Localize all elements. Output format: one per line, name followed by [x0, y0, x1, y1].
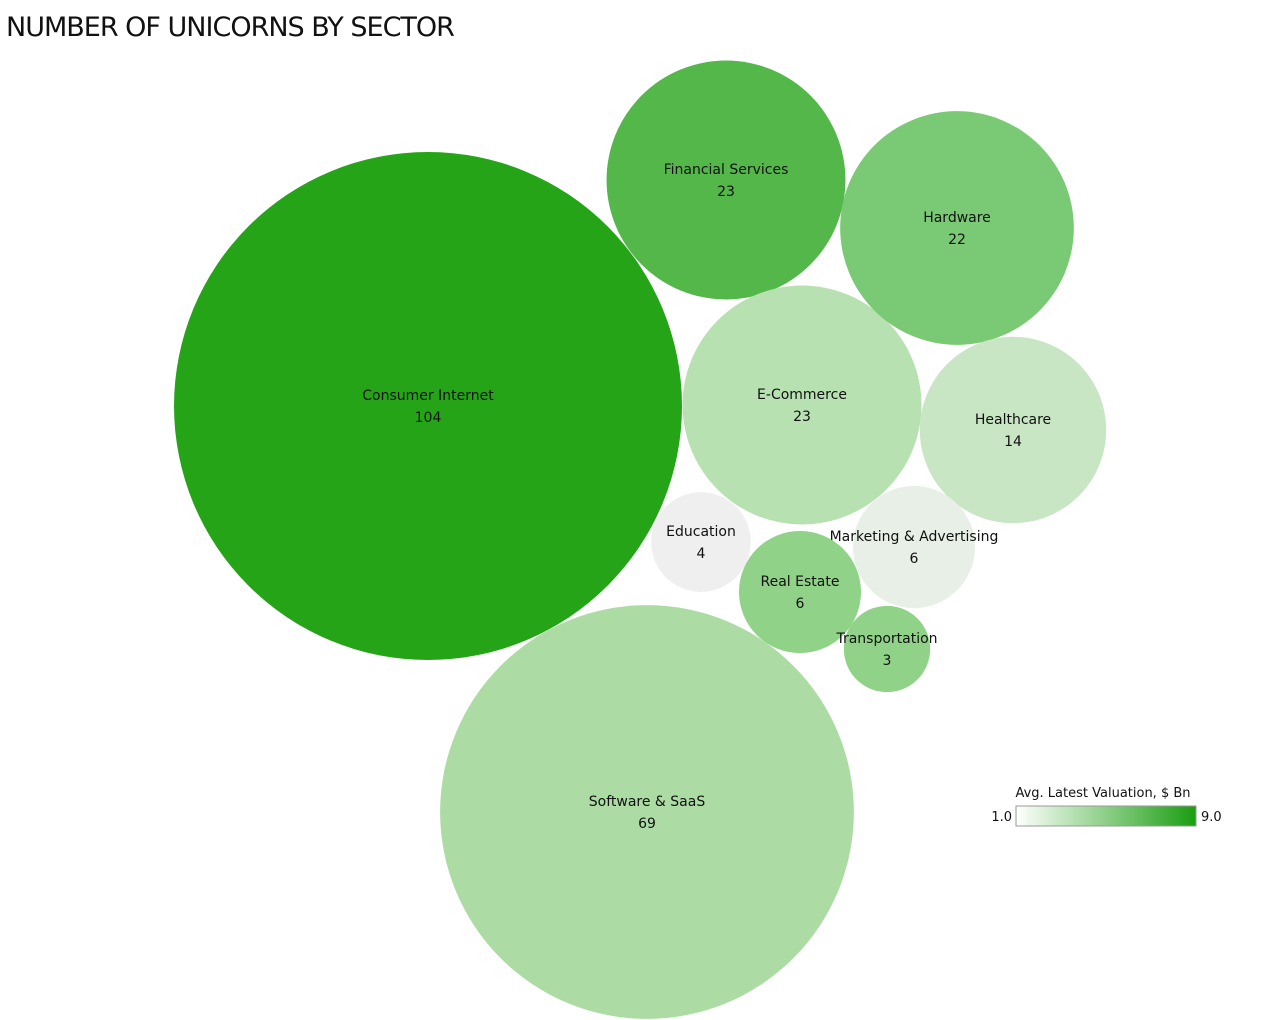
bubble-count-label: 23	[717, 184, 735, 200]
bubble-name-label: Software & SaaS	[589, 794, 706, 810]
bubble-name-label: Financial Services	[664, 162, 789, 178]
color-legend: Avg. Latest Valuation, $ Bn1.0 9.0	[991, 786, 1222, 827]
bubble-name-label: Education	[666, 524, 736, 540]
bubble-transportation[interactable]: Transportation 3	[835, 605, 938, 693]
bubble-count-label: 4	[697, 546, 706, 562]
bubble-circle[interactable]	[682, 285, 922, 525]
bubble-circle[interactable]	[606, 60, 846, 300]
legend-min-label: 1.0	[991, 810, 1012, 825]
bubble-count-label: 14	[1004, 434, 1022, 450]
bubble-count-label: 6	[796, 596, 805, 612]
bubble-count-label: 23	[793, 409, 811, 425]
bubble-circle[interactable]	[919, 336, 1107, 524]
bubble-e-commerce[interactable]: E-Commerce 23	[682, 285, 922, 525]
bubble-name-label: Real Estate	[761, 574, 840, 590]
chart-title: NUMBER OF UNICORNS BY SECTOR	[6, 12, 455, 43]
bubble-count-label: 6	[910, 551, 919, 567]
bubble-marketing-advertising[interactable]: Marketing & Advertising 6	[830, 485, 999, 609]
bubble-count-label: 3	[883, 653, 892, 669]
bubble-name-label: Healthcare	[975, 412, 1051, 428]
bubble-software-saas[interactable]: Software & SaaS 69	[440, 605, 854, 1019]
bubble-circle[interactable]	[174, 152, 682, 660]
legend-gradient-bar	[1015, 805, 1197, 827]
bubble-name-label: Hardware	[923, 210, 991, 226]
bubble-circle[interactable]	[651, 492, 751, 592]
bubble-circle[interactable]	[738, 530, 862, 654]
bubble-name-label: Marketing & Advertising	[830, 529, 999, 545]
bubble-education[interactable]: Education 4	[651, 492, 751, 592]
bubble-circle[interactable]	[440, 605, 854, 1019]
bubble-financial-services[interactable]: Financial Services 23	[606, 60, 846, 300]
legend-title: Avg. Latest Valuation, $ Bn	[1015, 786, 1190, 801]
bubble-consumer-internet[interactable]: Consumer Internet 104	[174, 152, 682, 660]
bubble-circle[interactable]	[840, 111, 1074, 345]
bubbles-layer: Consumer Internet 104 Software & SaaS 69 Fin…	[174, 60, 1107, 1019]
bubble-hardware[interactable]: Hardware 22	[840, 111, 1074, 345]
bubble-count-label: 22	[948, 232, 966, 248]
bubble-name-label: Consumer Internet	[362, 388, 494, 404]
bubble-name-label: E-Commerce	[757, 387, 847, 403]
bubble-real-estate[interactable]: Real Estate 6	[738, 530, 862, 654]
bubble-circle[interactable]	[843, 605, 931, 693]
bubble-count-label: 69	[638, 816, 656, 832]
bubble-circle[interactable]	[852, 485, 976, 609]
bubble-name-label: Transportation	[835, 631, 937, 647]
legend-max-label: 9.0	[1201, 810, 1222, 825]
bubble-healthcare[interactable]: Healthcare 14	[919, 336, 1107, 524]
bubble-count-label: 104	[415, 410, 442, 426]
